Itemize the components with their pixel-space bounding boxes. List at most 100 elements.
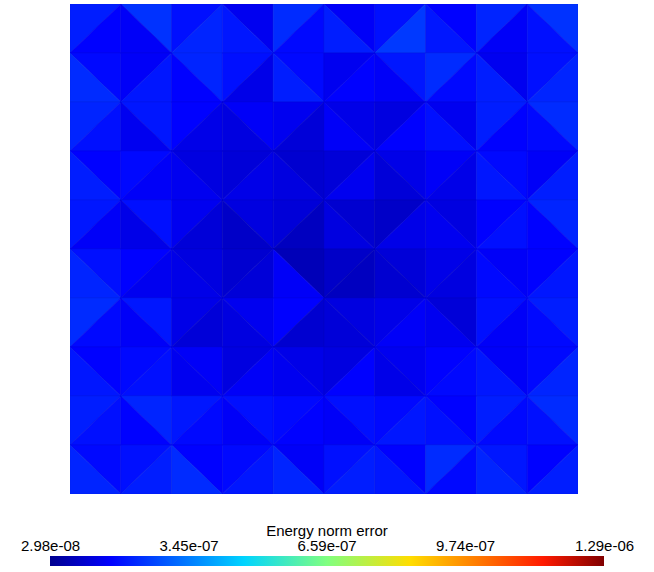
mesh-cell — [324, 53, 375, 102]
mesh-cell — [121, 298, 172, 347]
mesh-cell — [476, 4, 527, 53]
mesh-cell — [222, 249, 273, 298]
mesh-cell — [222, 445, 273, 494]
mesh-cell — [70, 53, 121, 102]
colorbar — [50, 556, 604, 566]
mesh-cell — [273, 298, 324, 347]
mesh-cell — [273, 4, 324, 53]
mesh-cell — [375, 53, 426, 102]
mesh-cell — [375, 200, 426, 249]
mesh-cell — [426, 445, 477, 494]
mesh-cell — [527, 151, 578, 200]
mesh-cell — [121, 396, 172, 445]
mesh-cell — [121, 347, 172, 396]
mesh-cell — [222, 347, 273, 396]
mesh-cell — [172, 298, 223, 347]
mesh-cell — [375, 249, 426, 298]
mesh-cell — [70, 445, 121, 494]
mesh-cell — [527, 151, 578, 200]
mesh-cell — [273, 200, 324, 249]
colorbar-tick-label: 6.59e-07 — [297, 537, 356, 554]
mesh-cell — [70, 249, 121, 298]
mesh-cell — [70, 151, 121, 200]
colorbar-tick-label: 1.29e-06 — [575, 537, 634, 554]
mesh-cell — [70, 249, 121, 298]
mesh-cell — [273, 347, 324, 396]
mesh-cell — [324, 4, 375, 53]
mesh-cell — [375, 396, 426, 445]
mesh-cell — [527, 396, 578, 445]
mesh-cell — [324, 249, 375, 298]
mesh-cell — [375, 445, 426, 494]
mesh-cell — [527, 4, 578, 53]
mesh-cell — [172, 396, 223, 445]
mesh-cell — [70, 4, 121, 53]
mesh-cell — [375, 151, 426, 200]
colorbar-tick-label: 3.45e-07 — [159, 537, 218, 554]
mesh-cell — [527, 396, 578, 445]
mesh-cell — [172, 298, 223, 347]
mesh-cell — [70, 102, 121, 151]
mesh-cell — [121, 151, 172, 200]
mesh-cell — [426, 298, 477, 347]
mesh-cell — [476, 53, 527, 102]
mesh-cell — [426, 347, 477, 396]
mesh-cell — [222, 102, 273, 151]
mesh-cell — [273, 445, 324, 494]
mesh-cell — [222, 102, 273, 151]
mesh-cell — [324, 298, 375, 347]
mesh-cell — [476, 102, 527, 151]
mesh-cell — [172, 4, 223, 53]
mesh-cell — [426, 53, 477, 102]
mesh-cell — [375, 396, 426, 445]
mesh-cell — [527, 298, 578, 347]
mesh-cell — [527, 347, 578, 396]
mesh-cell — [527, 298, 578, 347]
mesh-cell — [172, 151, 223, 200]
mesh-cell — [375, 347, 426, 396]
mesh-cell — [375, 4, 426, 53]
mesh-cell — [476, 200, 527, 249]
mesh-cell — [172, 102, 223, 151]
mesh-cell — [172, 396, 223, 445]
mesh-cell — [476, 445, 527, 494]
mesh-cell — [476, 4, 527, 53]
mesh-cell — [324, 4, 375, 53]
colorbar-tick: 2.98e-08 — [21, 537, 80, 556]
colorbar-tick-label: 9.74e-07 — [436, 537, 495, 554]
mesh-cell — [527, 200, 578, 249]
mesh-cell — [476, 298, 527, 347]
mesh-cell — [70, 347, 121, 396]
mesh-cell — [273, 396, 324, 445]
mesh-cell — [121, 53, 172, 102]
mesh-cell — [324, 445, 375, 494]
mesh-cell — [121, 53, 172, 102]
mesh-cell — [476, 445, 527, 494]
mesh-cell — [375, 102, 426, 151]
mesh-cell — [375, 347, 426, 396]
mesh-cell — [426, 249, 477, 298]
mesh-cell — [527, 445, 578, 494]
mesh-cell — [527, 200, 578, 249]
mesh-cell — [273, 151, 324, 200]
mesh-cell — [222, 347, 273, 396]
mesh-cell — [121, 298, 172, 347]
mesh-cell — [70, 151, 121, 200]
mesh-cell — [426, 200, 477, 249]
mesh-cell — [121, 4, 172, 53]
mesh-cell — [70, 200, 121, 249]
mesh-cell — [375, 298, 426, 347]
mesh-cell — [426, 53, 477, 102]
mesh-cell — [324, 102, 375, 151]
mesh-cell — [324, 151, 375, 200]
mesh-cell — [222, 200, 273, 249]
mesh-cell — [172, 53, 223, 102]
mesh-cell — [121, 102, 172, 151]
mesh-cell — [527, 249, 578, 298]
mesh-cell — [121, 4, 172, 53]
mesh-cell — [324, 347, 375, 396]
mesh-cell — [426, 445, 477, 494]
mesh-cell — [121, 445, 172, 494]
mesh-cell — [121, 200, 172, 249]
mesh-cell — [426, 151, 477, 200]
